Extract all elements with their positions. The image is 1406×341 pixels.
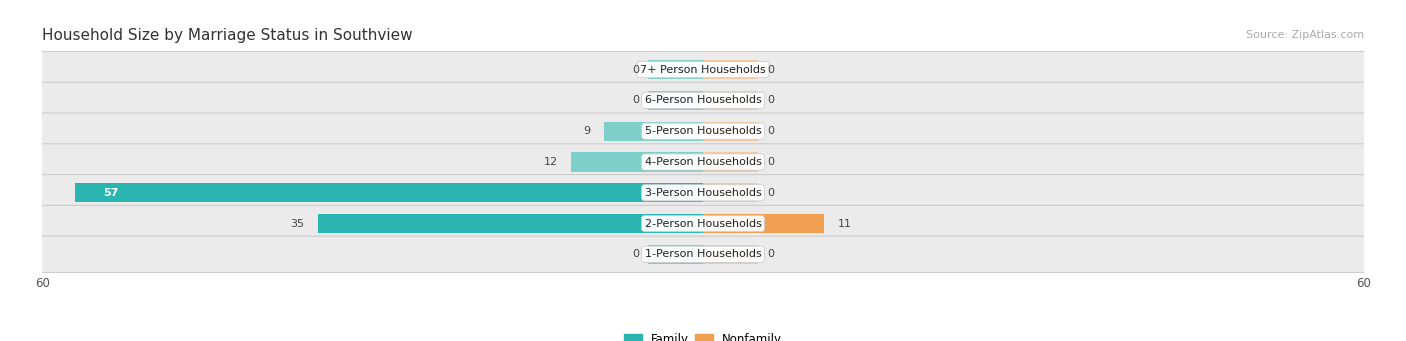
FancyBboxPatch shape: [0, 236, 1406, 272]
Bar: [648, 245, 703, 264]
Text: 0: 0: [766, 188, 773, 198]
Text: Source: ZipAtlas.com: Source: ZipAtlas.com: [1246, 30, 1364, 40]
Bar: [648, 91, 703, 110]
Text: 0: 0: [633, 65, 640, 75]
Text: 0: 0: [766, 95, 773, 105]
Text: 0: 0: [633, 95, 640, 105]
Text: 0: 0: [766, 65, 773, 75]
FancyBboxPatch shape: [0, 82, 1406, 119]
Text: 7+ Person Households: 7+ Person Households: [640, 65, 766, 75]
Text: 12: 12: [544, 157, 558, 167]
Bar: [605, 122, 703, 141]
Bar: [648, 60, 703, 79]
Bar: [703, 91, 758, 110]
Bar: [703, 152, 758, 172]
FancyBboxPatch shape: [0, 175, 1406, 211]
Bar: [75, 183, 703, 202]
Text: 0: 0: [633, 249, 640, 259]
Bar: [703, 214, 824, 233]
Text: 1-Person Households: 1-Person Households: [644, 249, 762, 259]
Text: Household Size by Marriage Status in Southview: Household Size by Marriage Status in Sou…: [42, 28, 413, 43]
FancyBboxPatch shape: [0, 144, 1406, 180]
Legend: Family, Nonfamily: Family, Nonfamily: [619, 329, 787, 341]
Bar: [703, 183, 758, 202]
Text: 0: 0: [766, 157, 773, 167]
Text: 0: 0: [766, 126, 773, 136]
Text: 35: 35: [290, 219, 304, 228]
Bar: [571, 152, 703, 172]
Bar: [318, 214, 703, 233]
Bar: [703, 245, 758, 264]
Text: 9: 9: [583, 126, 591, 136]
FancyBboxPatch shape: [0, 205, 1406, 242]
Bar: [703, 60, 758, 79]
FancyBboxPatch shape: [0, 51, 1406, 88]
Text: 57: 57: [103, 188, 118, 198]
Bar: [703, 122, 758, 141]
Text: 2-Person Households: 2-Person Households: [644, 219, 762, 228]
Text: 6-Person Households: 6-Person Households: [644, 95, 762, 105]
Text: 0: 0: [766, 249, 773, 259]
Text: 4-Person Households: 4-Person Households: [644, 157, 762, 167]
Text: 3-Person Households: 3-Person Households: [644, 188, 762, 198]
FancyBboxPatch shape: [0, 113, 1406, 149]
Text: 11: 11: [838, 219, 852, 228]
Text: 5-Person Households: 5-Person Households: [644, 126, 762, 136]
